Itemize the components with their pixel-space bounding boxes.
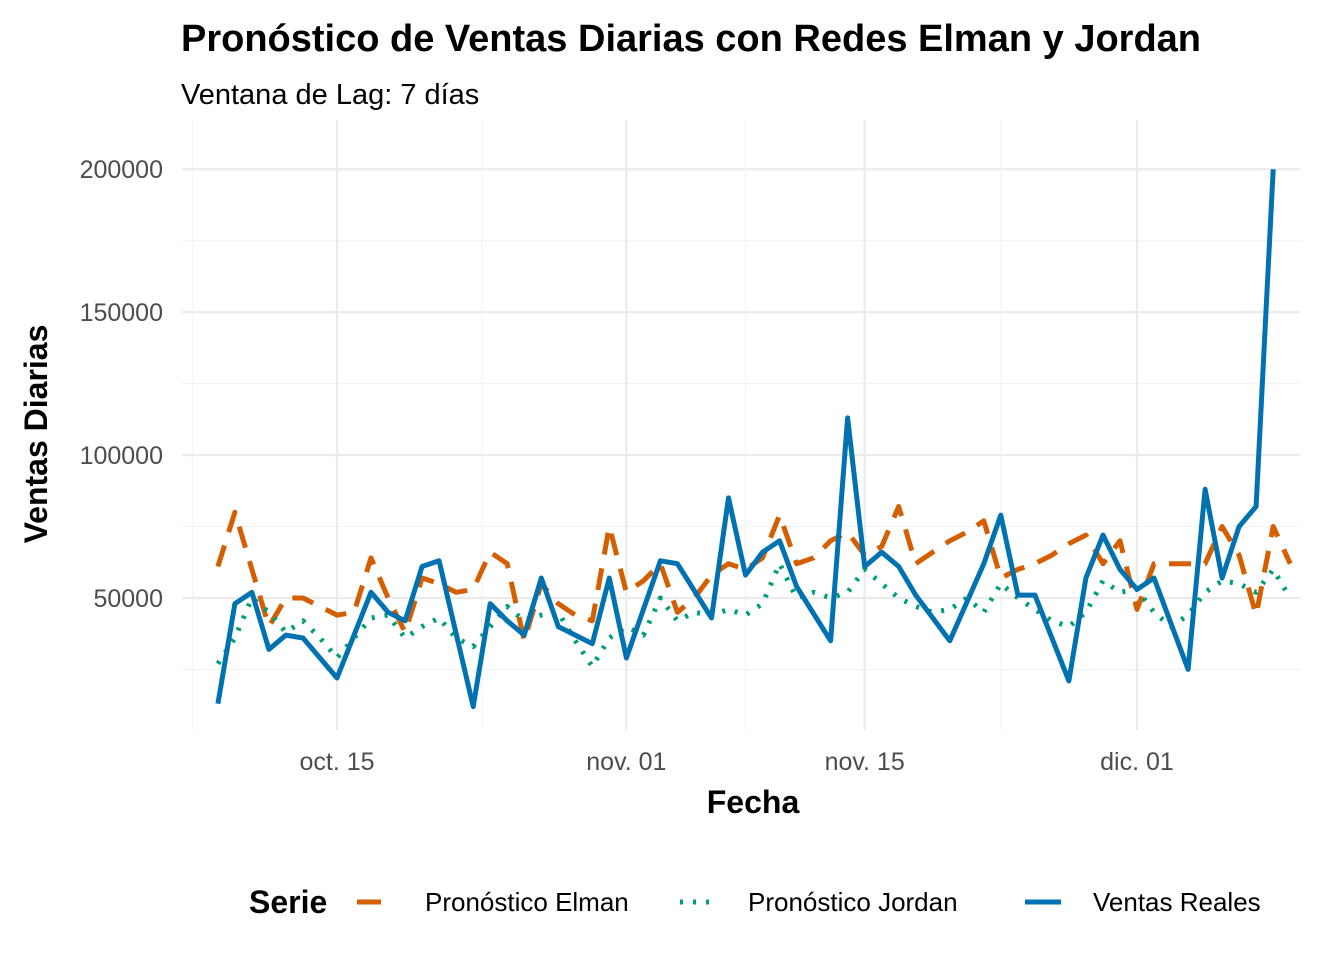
plot-area bbox=[215, 169, 1293, 710]
legend-label: Pronóstico Jordan bbox=[748, 887, 958, 917]
x-tick-label: nov. 01 bbox=[586, 748, 666, 776]
legend-label: Ventas Reales bbox=[1093, 887, 1261, 917]
x-tick-label: nov. 15 bbox=[825, 748, 905, 776]
y-tick-label: 150000 bbox=[80, 299, 163, 327]
x-tick-label: dic. 01 bbox=[1100, 748, 1174, 776]
x-axis-title: Fecha bbox=[707, 784, 800, 820]
y-axis-ticks: 50000 100000 150000 200000 bbox=[80, 156, 163, 613]
x-axis-ticks: oct. 15 nov. 01 nov. 15 dic. 01 bbox=[299, 748, 1173, 776]
y-tick-label: 200000 bbox=[80, 156, 163, 184]
y-axis-title: Ventas Diarias bbox=[18, 325, 54, 544]
series-line-ventas-reales bbox=[215, 169, 1276, 710]
y-tick-label: 100000 bbox=[80, 442, 163, 470]
chart-title: Pronóstico de Ventas Diarias con Redes E… bbox=[181, 18, 1201, 60]
series-line-pron-stico-jordan bbox=[215, 561, 1293, 670]
grid bbox=[182, 120, 1300, 730]
legend: Serie Pronóstico Elman Pronóstico Jordan V… bbox=[249, 884, 1261, 920]
chart-subtitle: Ventana de Lag: 7 días bbox=[181, 79, 479, 111]
legend-label: Pronóstico Elman bbox=[425, 887, 629, 917]
y-tick-label: 50000 bbox=[93, 585, 163, 613]
x-tick-label: oct. 15 bbox=[299, 748, 374, 776]
legend-title: Serie bbox=[249, 884, 327, 920]
